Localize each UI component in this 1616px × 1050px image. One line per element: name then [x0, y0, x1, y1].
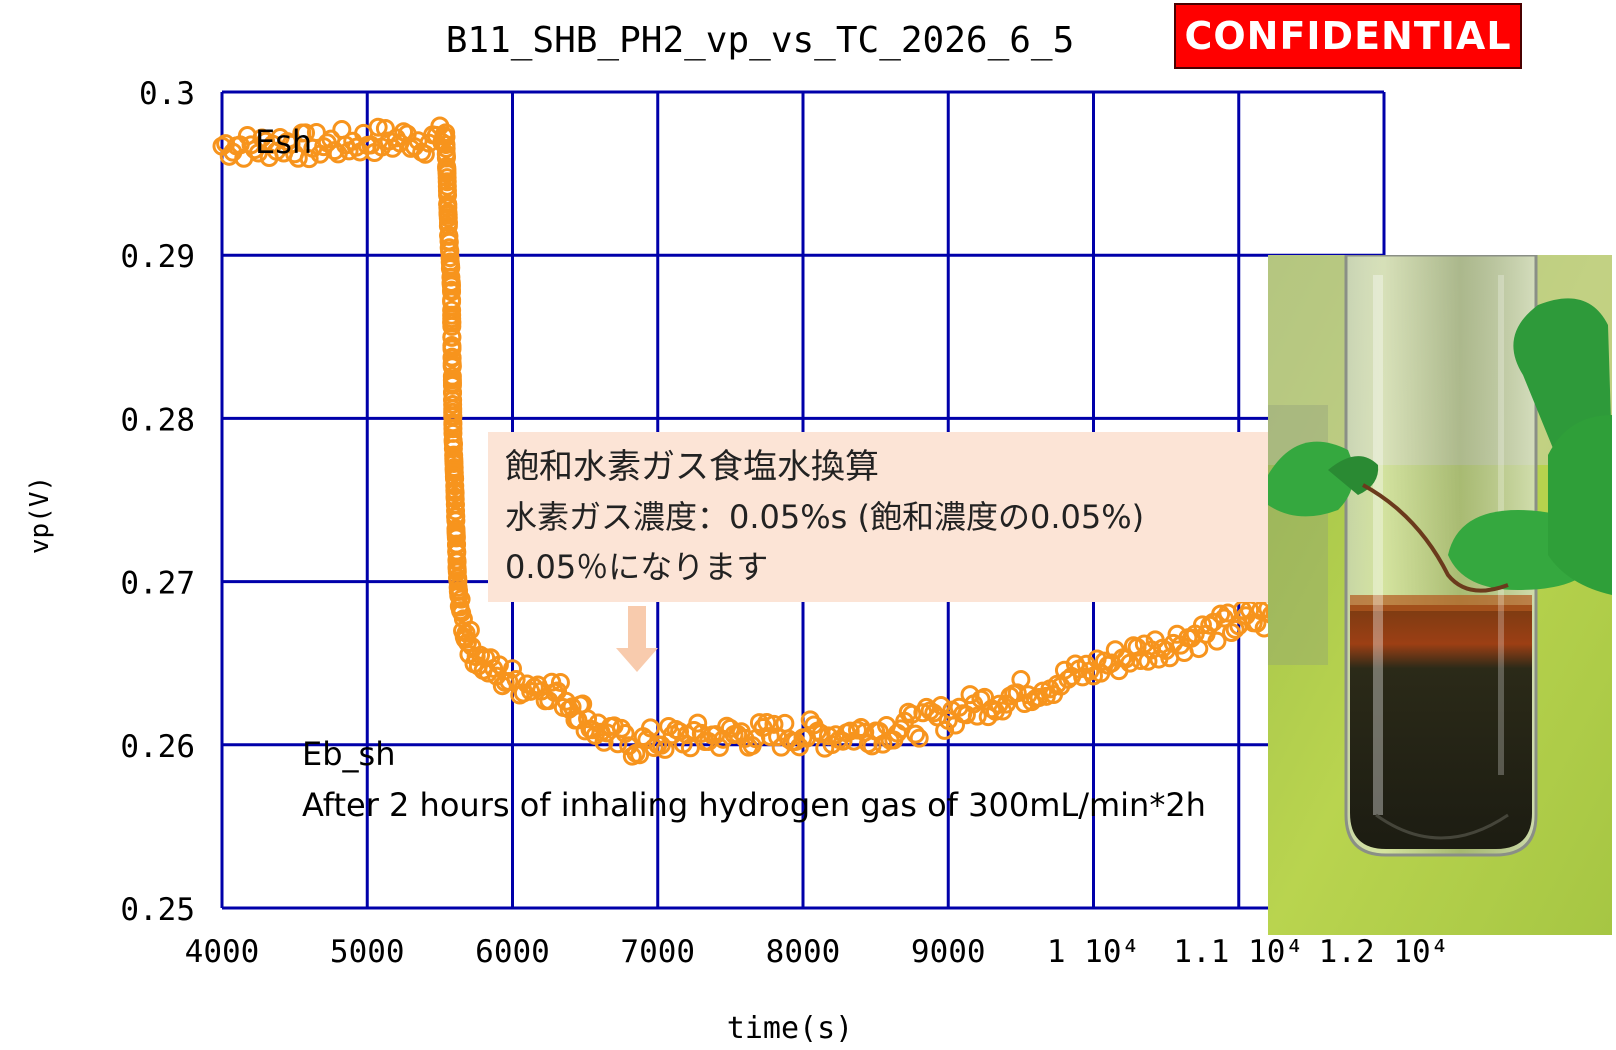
data-point [368, 117, 388, 137]
data-point [655, 739, 675, 759]
data-point [513, 683, 533, 703]
data-point [299, 149, 319, 169]
data-point [622, 746, 642, 766]
data-point [1011, 670, 1031, 690]
down-arrow-icon [616, 606, 658, 672]
data-point [436, 138, 456, 158]
y-tick-label: 0.3 [139, 76, 195, 112]
data-points [212, 116, 1292, 766]
data-point [445, 483, 465, 503]
data-point [442, 327, 462, 347]
callout-line-1: 飽和水素ガス食塩水換算 [505, 447, 879, 487]
data-point [445, 469, 465, 489]
data-point [489, 655, 509, 675]
x-tick-label: 1 10⁴ [1047, 934, 1140, 970]
chart-title: B11_SHB_PH2_vp_vs_TC_2026_6_5 [446, 20, 1075, 61]
x-tick-label: 9000 [911, 934, 986, 970]
data-point [1189, 639, 1209, 659]
data-point [503, 659, 522, 679]
x-tick-label: 7000 [620, 934, 695, 970]
test-tube-photo [1268, 255, 1612, 935]
y-tick-label: 0.29 [120, 239, 195, 275]
data-point [640, 718, 660, 738]
y-axis-label: vp(V) [25, 476, 55, 554]
y-tick-label: 0.26 [120, 729, 195, 765]
label-eb-sh: Eb_sh [302, 735, 395, 773]
data-point [1200, 615, 1220, 635]
data-point [438, 213, 458, 233]
data-point [1225, 619, 1245, 639]
data-point [630, 745, 650, 765]
data-point [442, 316, 462, 336]
data-point [451, 589, 471, 609]
data-point [935, 720, 955, 740]
data-point [1192, 615, 1212, 635]
data-point [442, 282, 462, 302]
callout-line-2: 水素ガス濃度：0.05%s (飽和濃度の0.05%) [505, 498, 1144, 536]
data-point [1207, 631, 1227, 651]
tick-labels: 4000 5000 6000 7000 8000 9000 1 10⁴ 1.1 10⁴ 1.2 … [120, 76, 1449, 970]
y-tick-label: 0.28 [120, 402, 195, 438]
data-point [615, 723, 635, 743]
data-point [1138, 651, 1158, 671]
data-point [415, 144, 435, 164]
x-tick-label: 8000 [766, 934, 841, 970]
data-point [931, 695, 951, 715]
data-point [550, 672, 570, 692]
data-point [578, 709, 598, 729]
data-point [760, 726, 780, 746]
confidential-stamp: CONFIDENTIAL [1174, 3, 1522, 69]
label-esh: Esh [255, 123, 312, 161]
data-point [457, 633, 477, 653]
data-point [967, 706, 987, 726]
data-point [775, 713, 795, 733]
data-point [909, 728, 929, 748]
x-tick-label: 5000 [330, 934, 405, 970]
annotation-note: After 2 hours of inhaling hydrogen gas o… [302, 786, 1206, 824]
data-point [1120, 653, 1140, 673]
x-tick-label: 4000 [185, 934, 260, 970]
x-tick-label: 1.2 10⁴ [1319, 934, 1450, 970]
data-point [688, 713, 708, 733]
x-tick-label: 1.1 10⁴ [1173, 934, 1304, 970]
data-point [906, 724, 926, 744]
data-point [375, 118, 395, 138]
x-tick-label: 6000 [475, 934, 550, 970]
data-point [651, 735, 671, 755]
data-point [288, 148, 308, 168]
data-point [443, 413, 463, 433]
data-point [1094, 651, 1114, 671]
callout-box [488, 432, 1268, 602]
y-tick-label: 0.25 [120, 892, 195, 928]
data-point [594, 732, 614, 752]
x-axis-label: time(s) [727, 1011, 853, 1046]
data-point [1211, 604, 1231, 624]
y-tick-label: 0.27 [120, 566, 195, 602]
callout-line-3: 0.05％になります [505, 548, 768, 586]
data-point [296, 123, 316, 143]
data-point [764, 714, 784, 734]
